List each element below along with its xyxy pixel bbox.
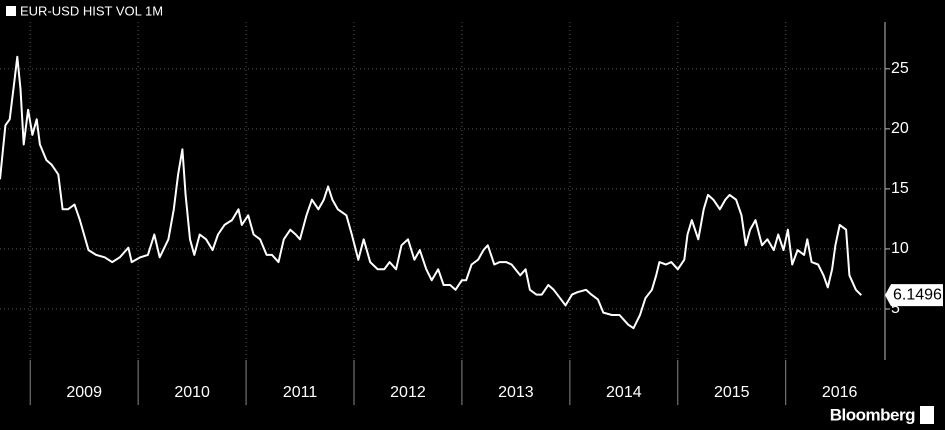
y-tick-label: 20 bbox=[891, 120, 909, 137]
y-tick-label: 25 bbox=[891, 60, 909, 77]
y-tick-label: 10 bbox=[891, 240, 909, 257]
last-value-label: 6.1496 bbox=[893, 286, 942, 303]
chart-title: EUR-USD HIST VOL 1M bbox=[20, 3, 163, 18]
x-tick-label: 2009 bbox=[66, 384, 102, 401]
logo-icon bbox=[920, 406, 934, 424]
source: Bloomberg bbox=[830, 405, 915, 424]
x-tick-label: 2016 bbox=[822, 384, 858, 401]
x-tick-label: 2013 bbox=[498, 384, 534, 401]
y-tick-label: 15 bbox=[891, 180, 909, 197]
x-tick-label: 2015 bbox=[714, 384, 750, 401]
last-value-box bbox=[885, 284, 943, 307]
x-tick-label: 2011 bbox=[283, 384, 318, 401]
x-tick-label: 2014 bbox=[606, 384, 642, 401]
line bbox=[0, 55, 863, 330]
y-tick-label: 5 bbox=[891, 300, 900, 317]
legend-swatch bbox=[6, 6, 16, 16]
x-tick-label: 2012 bbox=[390, 384, 426, 401]
x-tick-label: 2010 bbox=[174, 384, 210, 401]
